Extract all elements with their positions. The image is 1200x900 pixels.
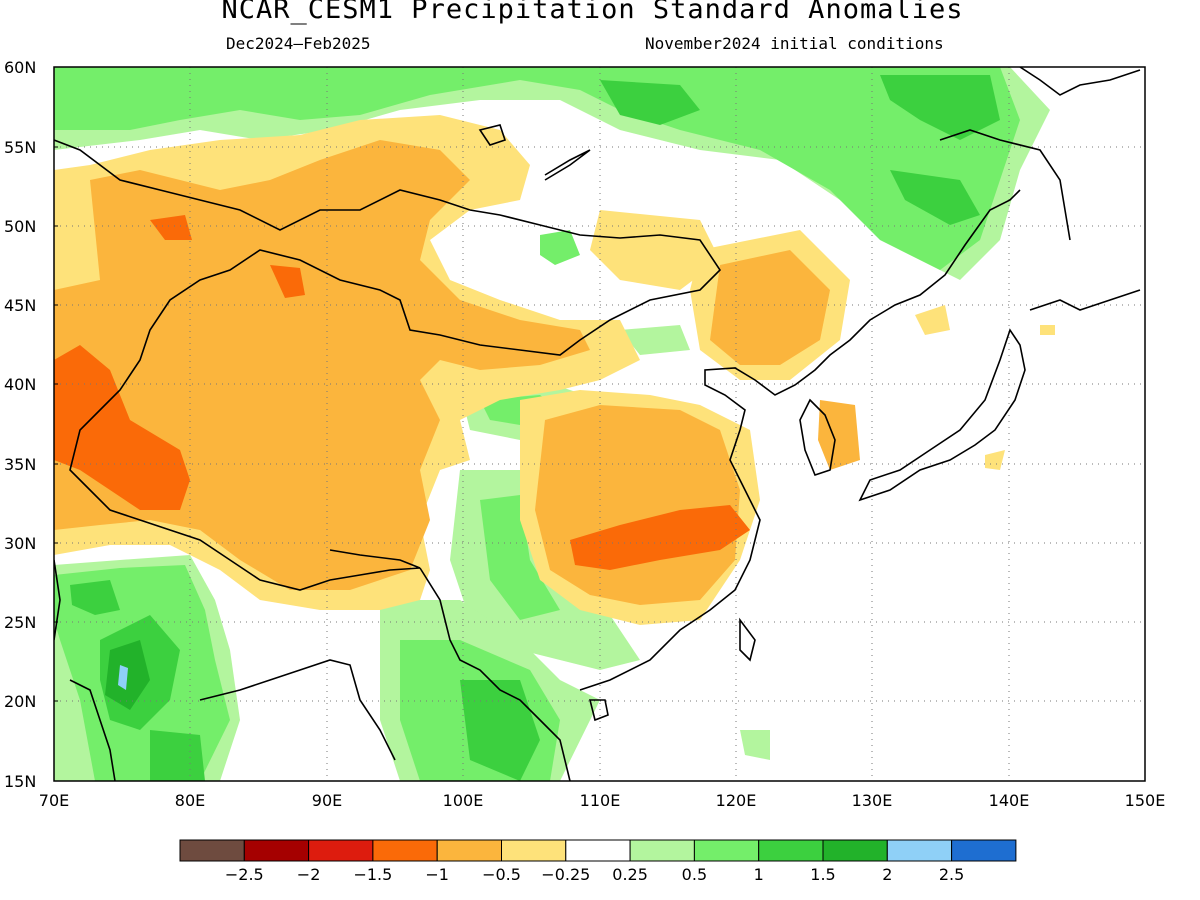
lon-labels: 70E 80E 90E 100E 110E 120E 130E 140E 150… [39, 791, 1166, 810]
dry-region-china-3 [570, 505, 750, 570]
coastlines [54, 67, 1141, 781]
colorbar-swatch [565, 839, 631, 862]
colorbar-swatch [629, 839, 695, 862]
colorbar-swatch [501, 839, 567, 862]
lon-label: 70E [39, 791, 69, 810]
dry-region-mongolia-east [590, 210, 720, 290]
dry-region-west-3 [54, 345, 190, 510]
lat-label: 15N [4, 772, 36, 791]
colorbar-swatch [886, 839, 953, 862]
dry-region-korea [818, 400, 860, 470]
lon-label: 100E [443, 791, 484, 810]
lat-label: 50N [4, 217, 36, 236]
wet-region-sw-4 [105, 640, 150, 710]
colorbar-label: 2.5 [939, 865, 964, 884]
colorbar-label: 1 [754, 865, 764, 884]
lat-label: 30N [4, 534, 36, 553]
plot-frame [53, 66, 1146, 782]
lat-label: 20N [4, 692, 36, 711]
lon-label: 90E [312, 791, 342, 810]
colorbar-swatch [372, 839, 438, 862]
wet-region-tibet-2 [480, 495, 560, 620]
colorbar-labels: −2.5 −2 −1.5 −1 −0.5 −0.25 0.25 0.5 1 1.5 2 2.5 [225, 865, 964, 884]
wet-region-northeast-3 [890, 170, 980, 225]
wet-region-northeast-2 [880, 75, 1000, 140]
colorbar-swatch [758, 839, 824, 862]
colorbar-label: 2 [882, 865, 892, 884]
lon-label: 150E [1125, 791, 1166, 810]
anomaly-field [54, 67, 1145, 781]
colorbar-swatch [308, 839, 374, 862]
colorbar-label: −1 [425, 865, 449, 884]
lon-label: 120E [716, 791, 757, 810]
colorbar-label: 1.5 [810, 865, 835, 884]
colorbar-swatch [243, 839, 310, 862]
wet-region-taiwan [740, 730, 770, 760]
colorbar [179, 839, 1017, 862]
dry-region-west-4 [150, 215, 305, 298]
wet-region-indochina-3 [460, 680, 540, 781]
wet-region-north-mid [54, 67, 1020, 270]
lon-label: 130E [852, 791, 893, 810]
dry-region-manchuria-2 [710, 250, 830, 365]
colorbar-label: 0.5 [682, 865, 707, 884]
colorbar-swatch [436, 839, 503, 862]
lat-label: 35N [4, 455, 36, 474]
lat-labels: 60N 55N 50N 45N 40N 35N 30N 25N 20N 15N [4, 58, 36, 791]
lon-label: 110E [580, 791, 621, 810]
axis-ticks [54, 66, 58, 782]
colorbar-label: −0.25 [541, 865, 590, 884]
forecast-period: Dec2024–Feb2025 [226, 34, 371, 53]
colorbar-label: −0.5 [482, 865, 521, 884]
colorbar-label: 0.25 [612, 865, 648, 884]
lat-label: 25N [4, 613, 36, 632]
wet-region-mongolia [540, 230, 580, 265]
lon-label: 80E [175, 791, 205, 810]
dry-region-china-2 [535, 405, 740, 605]
wet-region-northeast [600, 80, 700, 125]
colorbar-label: −2.5 [225, 865, 264, 884]
wet-region-korea-east [620, 325, 690, 355]
colorbar-label: −1.5 [353, 865, 392, 884]
lat-label: 45N [4, 296, 36, 315]
wet-region-sw-5 [118, 665, 128, 690]
lat-label: 60N [4, 58, 36, 77]
chart-title: NCAR_CESM1 Precipitation Standard Anomal… [221, 0, 964, 25]
colorbar-swatch [693, 839, 760, 862]
lon-label: 140E [989, 791, 1030, 810]
lat-label: 55N [4, 138, 36, 157]
dry-region-japan [915, 305, 1055, 470]
colorbar-label: −2 [297, 865, 321, 884]
colorbar-swatch [951, 839, 1017, 862]
initial-conditions: November2024 initial conditions [645, 34, 944, 53]
colorbar-swatch [179, 839, 245, 862]
colorbar-swatch [822, 839, 888, 862]
lat-label: 40N [4, 375, 36, 394]
